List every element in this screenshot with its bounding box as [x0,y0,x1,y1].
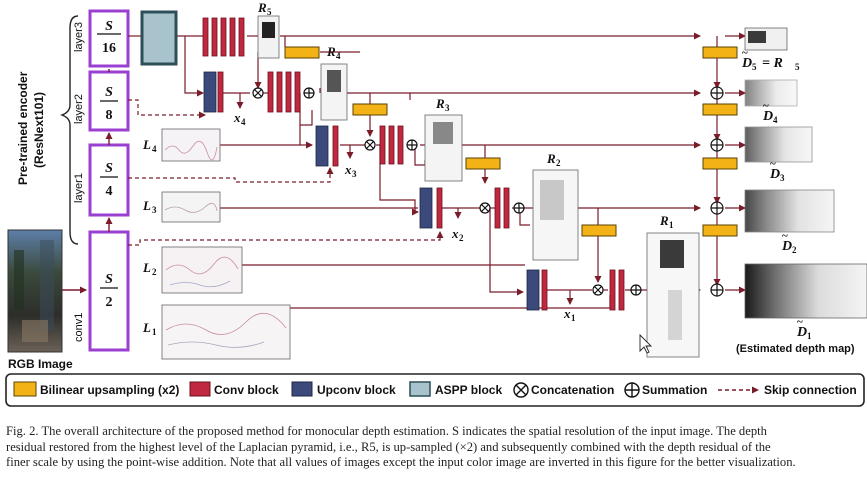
s4-den: 4 [106,184,113,199]
s2-den: 2 [106,295,113,310]
d3-sub: 3 [780,173,785,183]
x1-sub: 1 [571,313,576,323]
rgb-image-label: RGB Image [8,357,73,371]
x4-label: x [233,110,241,125]
d1-tilde: ~ [797,316,803,328]
architecture-diagram: Pre-trained encoder (ResNext101) layer3 … [5,0,867,407]
s4-num: S [105,161,113,176]
l4-label: L [142,137,151,152]
s2-num: S [105,272,113,287]
r3-label: R [435,96,445,111]
x2-sub: 2 [459,233,464,243]
r5-label: R [257,0,267,15]
encoder-brace [60,15,79,245]
feature-labels: x 4 x 3 x 2 x 1 [233,110,576,323]
laplacian-images: L 4 L 3 L 2 L 1 [142,128,291,360]
legend-conv: Conv block [214,383,279,397]
encoder: Pre-trained encoder (ResNext101) layer3 … [16,9,130,352]
output-depth-maps: D ~ 5 = R 5 D ~ 4 D ~ 3 D ~ 2 D ~ 1 (Est… [736,27,867,355]
d5-label: D [741,56,752,71]
legend-aspp: ASPP block [435,383,502,397]
l3-label: L [142,198,151,213]
d2-tilde: ~ [782,230,788,242]
l4-sub: 4 [152,144,157,154]
l1-label: L [142,320,151,335]
legend-sum-icon [624,382,640,398]
legend-upconv: Upconv block [317,383,396,397]
upconv-blocks [203,71,540,311]
l1-sub: 1 [152,327,157,337]
legend-sum: Summation [642,383,707,397]
r4-sub: 4 [336,51,341,61]
legend-skip: Skip connection [764,383,857,397]
r1-sub: 1 [669,220,674,230]
encoder-subtitle: (ResNext101) [32,92,46,168]
s16-num: S [105,19,113,34]
x3-sub: 3 [352,169,357,179]
mouse-cursor-icon [639,333,653,354]
figure-caption: Fig. 2. The overall architecture of the … [6,424,867,471]
legend-conv-swatch [189,381,211,397]
legend-aspp-swatch [409,381,431,397]
d3-label: D [769,167,780,182]
d2-sub: 2 [792,245,797,255]
conv-blocks [202,17,625,311]
legend-concat: Concatenation [531,383,614,397]
legend-frame [5,373,865,407]
aspp-block [140,10,178,66]
final-output-label: (Estimated depth map) [736,343,855,355]
x4-sub: 4 [241,117,246,127]
x3-label: x [344,162,352,177]
d3-tilde: ~ [770,158,776,170]
layer1-label: layer1 [73,173,85,203]
r2-label: R [546,151,556,166]
legend-bilinear: Bilinear upsampling (x2) [40,383,179,397]
d4-sub: 4 [773,115,778,125]
d5-tilde: ~ [742,47,748,59]
d5-equals: = R [762,56,783,71]
legend-upconv-swatch [291,381,313,397]
legend-concat-icon [513,382,529,398]
r5-sub: 5 [267,7,272,17]
r4-label: R [326,44,336,59]
operator-nodes [252,86,724,297]
s16-block [88,9,130,68]
d1-sub: 1 [807,331,812,341]
d5-sub: 5 [752,62,757,72]
bilinear-blocks [284,46,738,237]
d4-tilde: ~ [763,100,769,112]
caption-line-3: finer scale by using the point-wise addi… [6,455,796,469]
legend-bilinear-swatch [13,381,37,397]
caption-line-1: Fig. 2. The overall architecture of the … [6,424,767,438]
s8-num: S [105,85,113,100]
layer3-label: layer3 [73,22,85,52]
x2-label: x [451,226,459,241]
rgb-input: RGB Image [7,229,87,371]
encoder-title: Pre-trained encoder [16,71,30,185]
caption-line-2: residual restored from the highest level… [6,439,771,454]
layer2-label: layer2 [73,94,85,124]
s2-block [88,230,130,352]
skip-connections [128,99,444,246]
r2-sub: 2 [556,158,561,168]
legend: Bilinear upsampling (x2) Conv block Upco… [5,373,865,407]
r1-label: R [659,213,669,228]
d2-label: D [781,239,792,254]
l2-label: L [142,260,151,275]
d4-label: D [762,109,773,124]
residual-images: R 5 R 4 R 3 R 2 R 1 [257,0,700,358]
d1-label: D [796,325,807,340]
s8-den: 8 [106,108,113,123]
conv1-label: conv1 [73,313,85,342]
x1-label: x [563,306,571,321]
d5-equals-sub: 5 [795,62,800,72]
s16-den: 16 [102,41,116,56]
l2-sub: 2 [152,267,157,277]
l3-sub: 3 [152,205,157,215]
s4-block [88,143,130,217]
r3-sub: 3 [445,103,450,113]
